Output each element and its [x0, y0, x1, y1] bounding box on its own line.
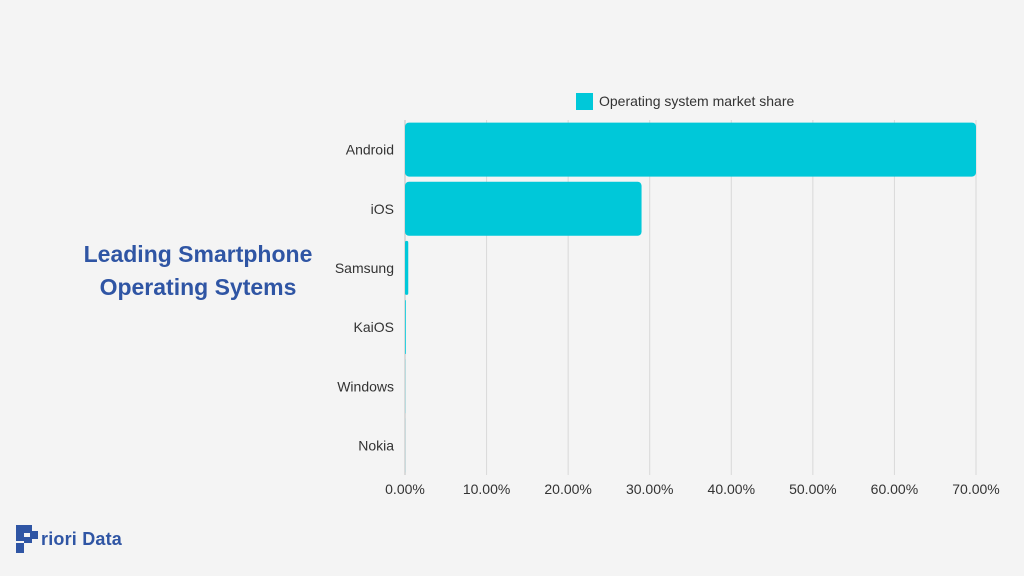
x-tick-label: 30.00% [626, 481, 673, 497]
category-label: Nokia [358, 437, 394, 453]
x-tick-label: 0.00% [385, 481, 425, 497]
x-tick-label: 60.00% [871, 481, 918, 497]
category-label: Android [346, 142, 394, 158]
bar [405, 181, 642, 236]
x-tick-label: 50.00% [789, 481, 836, 497]
chart-title-line-2: Operating Sytems [99, 274, 297, 300]
brand-name: riori Data [41, 528, 123, 549]
legend-label: Operating system market share [599, 93, 795, 109]
x-tick-label: 40.00% [708, 481, 755, 497]
category-label: Samsung [335, 260, 394, 276]
category-label: KaiOS [354, 319, 394, 335]
category-label: Windows [337, 378, 394, 394]
x-tick-label: 10.00% [463, 481, 510, 497]
chart-title: Leading Smartphone Operating Sytems [60, 238, 336, 304]
chart-title-line-1: Leading Smartphone [83, 241, 313, 267]
bar [405, 300, 406, 355]
legend-swatch [576, 93, 593, 110]
brand-logo: riori Data [16, 524, 122, 554]
x-tick-label: 20.00% [544, 481, 591, 497]
bar [405, 240, 409, 295]
bar [405, 122, 976, 177]
category-label: iOS [371, 201, 394, 217]
priori-logo-icon [16, 525, 38, 553]
x-tick-label: 70.00% [952, 481, 999, 497]
